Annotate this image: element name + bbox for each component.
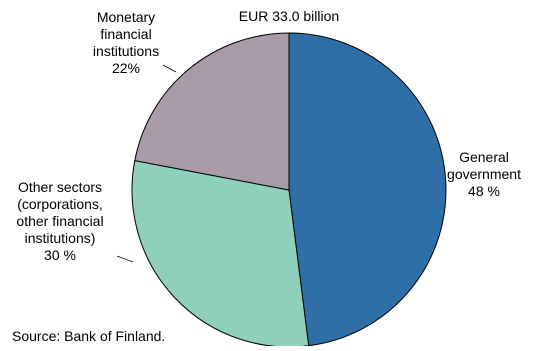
- slice-label-0: General government 48 %: [447, 149, 521, 199]
- slice-label-line: 48 %: [468, 183, 500, 199]
- pie-slice-2: [134, 32, 290, 191]
- slice-label-line: 22%: [112, 60, 140, 76]
- leader-line-2: [162, 64, 177, 73]
- slice-label-line: (corporations,: [17, 196, 103, 212]
- leader-line-1: [116, 255, 134, 263]
- slice-label-line: government: [447, 166, 521, 182]
- slice-labels: General government 48 % Other sectors (corpo…: [16, 9, 521, 263]
- slice-label-line: financial: [100, 26, 151, 42]
- slice-label-line: Other sectors: [18, 179, 102, 195]
- chart-title: EUR 33.0 billion: [239, 8, 339, 24]
- chart-source: Source: Bank of Finland.: [12, 328, 165, 344]
- pie-slices: [131, 32, 447, 348]
- slice-label-line: institutions: [93, 43, 159, 59]
- slice-label-line: institutions): [25, 230, 96, 246]
- slice-label-line: 30 %: [44, 247, 76, 263]
- slice-label-line: General: [459, 149, 509, 165]
- slice-label-line: Monetary: [97, 9, 155, 25]
- leader-lines: [116, 64, 177, 263]
- slice-label-2: Monetary financial institutions 22%: [93, 9, 159, 76]
- pie-slice-0: [288, 32, 447, 347]
- slice-label-line: other financial: [16, 213, 103, 229]
- slice-label-1: Other sectors (corporations, other financi…: [16, 179, 103, 263]
